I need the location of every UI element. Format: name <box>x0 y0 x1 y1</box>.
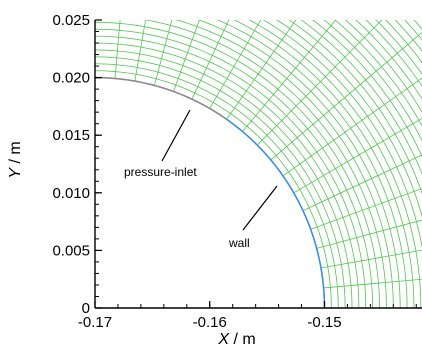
y-axis-title: Y / m <box>7 141 24 178</box>
leader-line-wall <box>242 185 278 231</box>
mesh-radial-line <box>323 278 422 289</box>
mesh-ring-line <box>276 20 422 218</box>
y-axis-var: Y <box>7 167 24 179</box>
mesh-ring-line <box>95 21 380 308</box>
mesh-ring-line <box>355 20 422 100</box>
mesh-ring-line <box>312 20 422 158</box>
annotation-wall: wall <box>228 185 278 250</box>
mesh-ring-line <box>288 20 422 195</box>
mesh-ring-line <box>345 20 422 113</box>
y-tick-label: 0.025 <box>52 12 90 29</box>
mesh-ring-line <box>300 20 422 175</box>
mesh-ring-line <box>216 20 408 308</box>
x-tick-label: -0.16 <box>193 314 227 331</box>
boundary-wall <box>226 118 326 309</box>
mesh-ring-line <box>95 28 374 308</box>
mesh-ring-line <box>262 20 422 249</box>
axes: -0.17 -0.16 -0.15 0 0.005 0.010 0.015 0.020 0.02… <box>52 12 422 331</box>
mesh-ring-line <box>95 70 332 308</box>
y-axis-unit: / m <box>7 141 24 168</box>
x-axis-title: X / m <box>217 331 255 348</box>
mesh-ring-line <box>233 20 415 308</box>
x-tick-label: -0.15 <box>307 314 341 331</box>
label-pressure-inlet: pressure-inlet <box>124 165 197 179</box>
x-axis-var: X <box>217 331 230 348</box>
leader-line-pressure-inlet <box>161 109 191 162</box>
y-tick-label: 0.005 <box>52 242 90 259</box>
x-tick-label: -0.17 <box>78 314 112 331</box>
label-wall: wall <box>228 236 250 250</box>
boundary-arcs <box>94 76 326 309</box>
mesh-ring-line <box>95 42 360 308</box>
y-tick-label: 0.010 <box>52 185 90 202</box>
mesh-ring-line <box>95 49 353 308</box>
mesh-ring-line <box>323 20 422 142</box>
mesh-ring-line <box>198 20 401 308</box>
y-tick-label: 0.015 <box>52 127 90 144</box>
mesh-ring-line <box>95 63 339 308</box>
mesh-ring-line <box>248 20 422 308</box>
y-tick-label: 0 <box>82 300 90 317</box>
mesh-ring-line <box>334 20 422 127</box>
mesh-ring-line <box>144 20 387 308</box>
mesh-ring-line <box>375 20 422 75</box>
mesh-ring-line <box>95 35 367 308</box>
y-tick-label: 0.020 <box>52 70 90 87</box>
mesh-ring-line <box>175 20 394 308</box>
annotation-pressure-inlet: pressure-inlet <box>124 109 197 179</box>
mesh-ring-line <box>95 56 346 308</box>
x-axis-unit: / m <box>229 331 256 348</box>
mesh-grid <box>95 20 422 308</box>
mesh-ring-line <box>365 20 422 87</box>
boundary-pressure-inlet <box>94 76 228 120</box>
mesh-radial-line <box>242 20 337 132</box>
